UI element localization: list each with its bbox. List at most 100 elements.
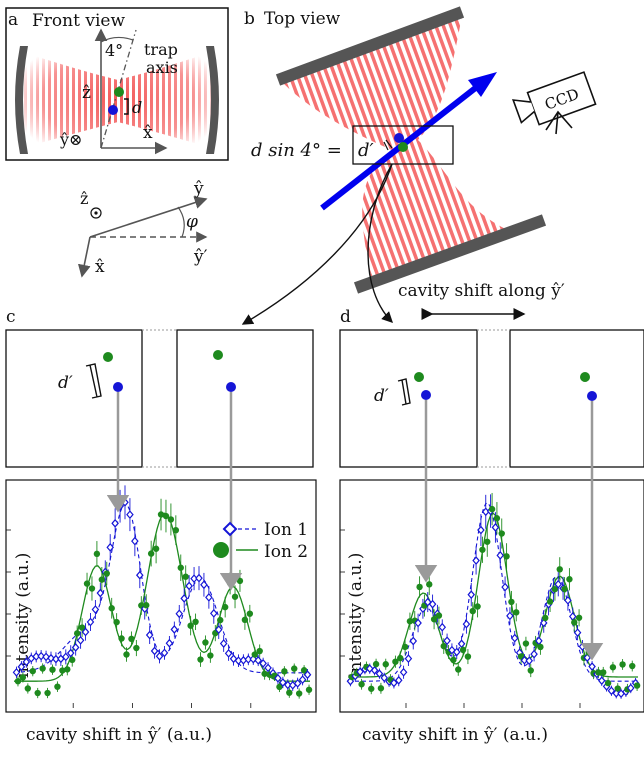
point-ion2	[172, 526, 180, 534]
point-ion1	[535, 636, 543, 646]
point-ion2	[406, 618, 414, 625]
point-ion1	[155, 651, 164, 661]
point-ion1	[264, 663, 272, 673]
point-ion2	[286, 689, 293, 696]
point-ion2	[397, 654, 404, 662]
angle-label: 4°	[105, 41, 123, 60]
point-ion1	[219, 639, 228, 648]
plot-c-frame	[5, 479, 317, 713]
point-ion1	[111, 518, 119, 528]
point-ion1	[438, 622, 447, 632]
legend-ion2-label: Ion 2	[264, 542, 308, 562]
arrow-to-d	[367, 163, 393, 323]
point-ion1	[150, 646, 159, 656]
point-ion2	[157, 511, 165, 518]
point-ion1	[399, 667, 408, 677]
point-ion1	[472, 556, 480, 565]
z-out-dot	[94, 211, 98, 215]
y-into-label: ŷ⊗	[59, 130, 82, 149]
point-ion1	[510, 633, 519, 643]
panel-c-letter: c	[6, 307, 16, 327]
camera-frame-c2	[176, 329, 314, 468]
ion-2-frame-c1	[103, 352, 113, 362]
legend-ion1-label: Ion 1	[264, 520, 308, 540]
point-ion1	[106, 542, 114, 552]
point-ion2	[197, 656, 204, 663]
point-ion2	[118, 635, 125, 642]
point-ion1	[597, 676, 606, 686]
point-ion2	[556, 566, 563, 573]
ion-1-top	[394, 133, 404, 143]
point-ion1	[12, 667, 21, 677]
point-ion1	[414, 618, 422, 628]
point-ion2	[19, 674, 27, 681]
point-ion1	[404, 654, 413, 664]
point-ion1	[462, 619, 471, 629]
point-ion2	[435, 612, 443, 619]
ion-2-frame-c2	[213, 350, 223, 360]
x-arrow-axes	[77, 236, 91, 278]
point-ion1	[409, 636, 418, 646]
point-ion2	[542, 614, 549, 622]
panel-a-frame	[5, 7, 229, 161]
plot-c-data	[6, 485, 313, 708]
point-ion2	[177, 564, 184, 571]
point-ion1	[42, 652, 50, 662]
point-ion1	[568, 612, 577, 621]
point-ion2	[629, 662, 636, 670]
point-ion1	[457, 639, 466, 649]
point-ion2	[69, 656, 76, 664]
point-ion2	[276, 683, 283, 691]
mirror-left	[15, 46, 28, 154]
trap-axis-label-1: trap	[144, 40, 178, 59]
ion-2-front	[114, 87, 124, 97]
trap-axis-label-2: axis	[146, 58, 178, 77]
point-ion1	[165, 638, 174, 648]
point-ion1	[170, 625, 179, 634]
point-ion2	[508, 598, 515, 606]
point-ion2	[98, 576, 106, 583]
point-ion1	[443, 636, 451, 646]
point-ion1	[501, 582, 509, 592]
point-ion1	[121, 497, 129, 507]
point-ion2	[595, 669, 602, 676]
point-ion2	[256, 647, 263, 655]
plot-c-ylabel: intensity (a.u.)	[13, 553, 33, 678]
cavity-field-fade	[20, 40, 216, 158]
point-ion2	[401, 643, 409, 651]
point-ion2	[113, 618, 120, 626]
point-ion2	[83, 580, 91, 587]
y-arrow	[89, 196, 208, 238]
point-ion1	[210, 608, 218, 618]
point-ion1	[539, 618, 548, 628]
imaging-beam-head	[468, 72, 497, 97]
point-ion2	[207, 652, 214, 659]
point-ion2	[108, 605, 115, 612]
panel-d-letter: d	[340, 307, 351, 327]
point-ion1	[66, 648, 75, 658]
point-ion1	[564, 595, 572, 605]
point-ion2	[474, 603, 481, 610]
panel-a: a Front view 4° trap axis ẑ ŷ⊗ x̂ d	[5, 7, 229, 161]
ion-2-frame-d2	[580, 372, 590, 382]
point-ion2	[377, 685, 385, 692]
point-ion1	[145, 630, 154, 640]
plot-c-xlabel: cavity shift in ŷ′ (a.u.)	[26, 725, 212, 745]
point-ion2	[455, 666, 462, 673]
camera-frame-d2	[509, 329, 644, 468]
point-ion2	[300, 667, 308, 674]
point-ion1	[491, 523, 500, 532]
point-ion1	[22, 657, 31, 667]
phi-arc	[177, 206, 185, 238]
dprime-label-d: d′	[374, 386, 389, 406]
point-ion2	[513, 609, 520, 616]
axes-x-label: x̂	[95, 257, 105, 277]
point-ion2	[575, 614, 583, 621]
point-ion2	[358, 681, 365, 688]
point-ion1	[185, 581, 193, 591]
point-ion2	[34, 689, 41, 697]
panel-c: c d′ intensity (a.u.) cavity shift in ŷ′…	[5, 307, 317, 745]
point-ion2	[450, 656, 457, 664]
camera-frame-c1	[5, 329, 143, 468]
point-ion1	[126, 510, 134, 520]
